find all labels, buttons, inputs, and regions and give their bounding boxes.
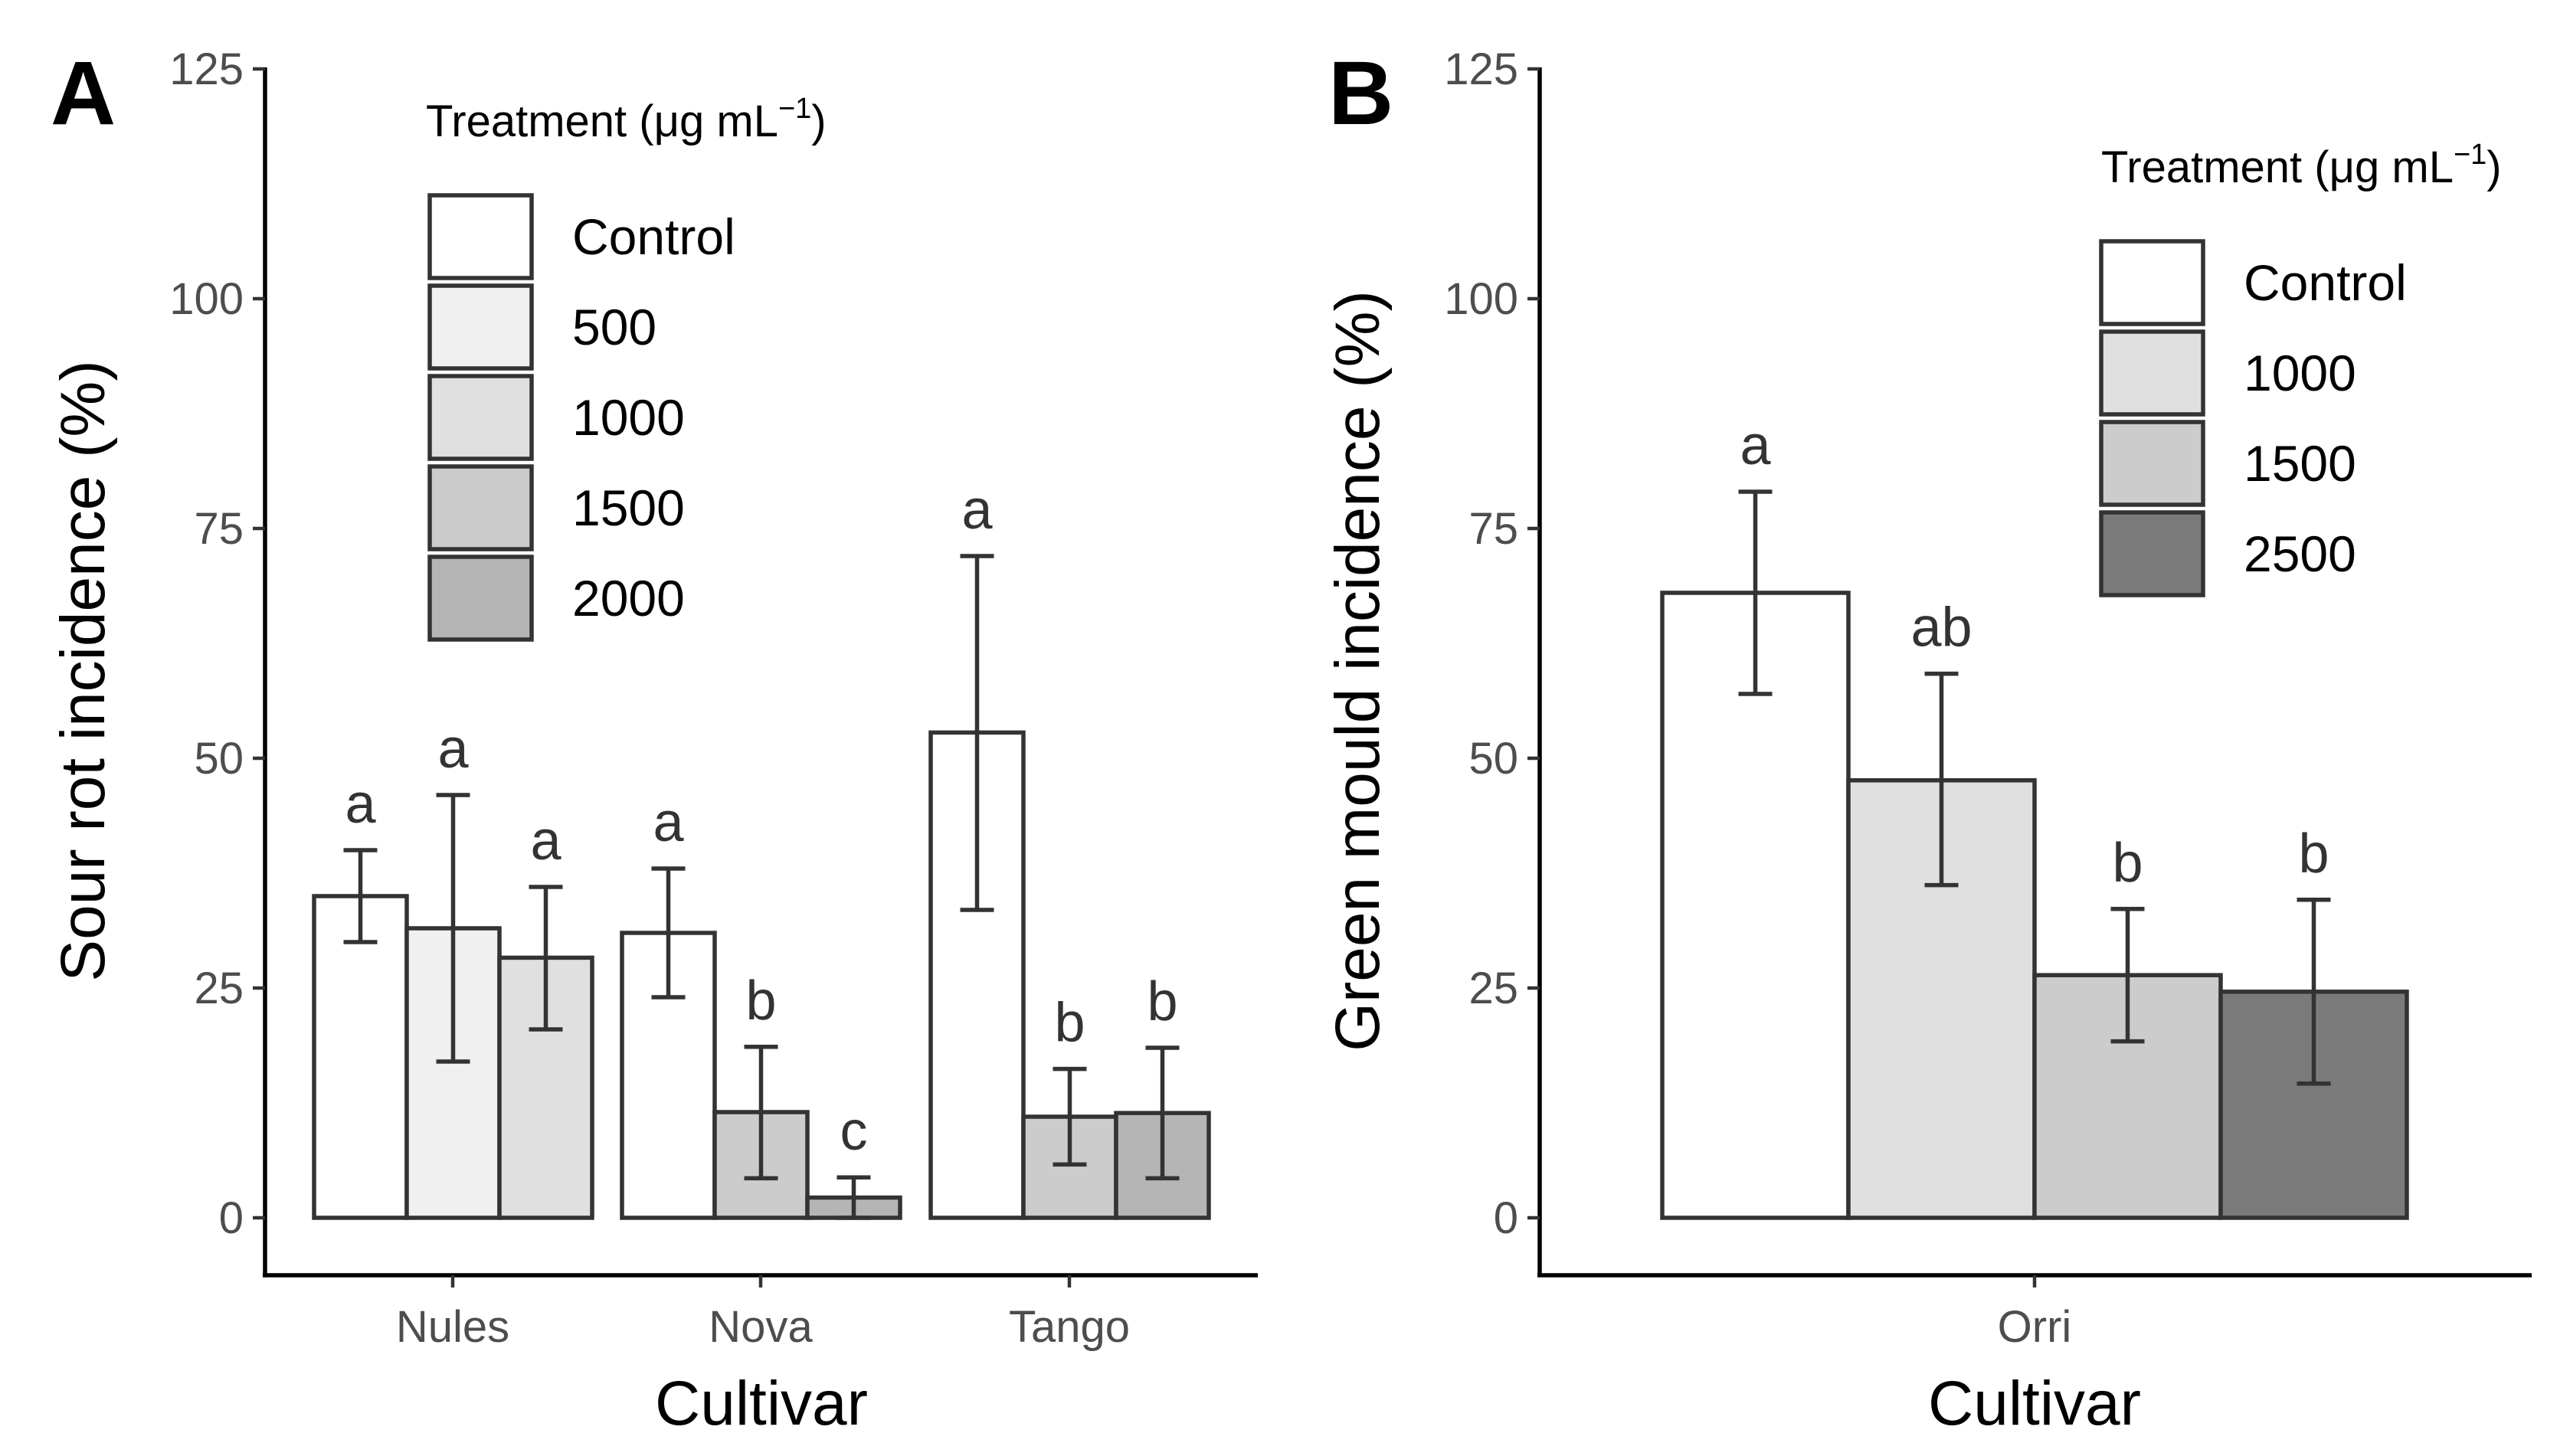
legend-key bbox=[2099, 239, 2205, 326]
significance-letter: b bbox=[745, 970, 776, 1032]
y-tick-label: 100 bbox=[169, 274, 244, 324]
significance-letter: a bbox=[961, 479, 993, 541]
significance-letter: a bbox=[1740, 415, 1771, 476]
legend-title-text: Treatment ( bbox=[2101, 142, 2329, 192]
legend-key bbox=[427, 193, 534, 280]
y-tick-label: 25 bbox=[1468, 964, 1518, 1013]
significance-letter: ab bbox=[1910, 597, 1972, 659]
legend-key bbox=[427, 374, 534, 461]
panel-b-bars: a ab b b bbox=[1660, 415, 2409, 1220]
error-bar bbox=[343, 848, 378, 944]
legend-label: 2500 bbox=[2244, 525, 2356, 582]
legend-label: Control bbox=[2244, 254, 2407, 311]
bar bbox=[312, 894, 409, 1220]
significance-letter: a bbox=[345, 774, 376, 835]
significance-letter: a bbox=[530, 810, 561, 872]
y-tick-label: 125 bbox=[169, 44, 244, 94]
y-tick-label: 50 bbox=[1468, 734, 1518, 784]
legend-label: 1000 bbox=[572, 389, 685, 446]
significance-letter: a bbox=[653, 792, 684, 853]
y-tick-label: 50 bbox=[194, 734, 244, 784]
x-tick-label: Nules bbox=[396, 1302, 509, 1352]
legend-key bbox=[2099, 420, 2205, 507]
significance-letter: b bbox=[2298, 823, 2329, 885]
panel-a-x-ticks: Nules Nova Tango bbox=[396, 1275, 1130, 1352]
legend-key bbox=[427, 555, 534, 642]
significance-letter: b bbox=[1147, 971, 1177, 1032]
legend-label: 1000 bbox=[2244, 345, 2356, 401]
error-bar bbox=[436, 793, 470, 1064]
legend-label: 500 bbox=[572, 299, 656, 355]
panel-b-legend-items: Control 1000 1500 2500 bbox=[2099, 239, 2407, 597]
significance-letter: b bbox=[2112, 833, 2143, 894]
panel-a-y-ticks: 0 25 50 75 100 125 bbox=[169, 44, 265, 1243]
legend-title-text: Treatment ( bbox=[426, 97, 654, 146]
legend-title-unit: g mL bbox=[679, 97, 778, 146]
panel-b: B 0 25 50 75 100 125 a ab b b Orri Cultivar Gree… bbox=[1323, 43, 2532, 1438]
legend-title-close: ) bbox=[2487, 142, 2501, 192]
panel-a-legend: Treatment (μg mL−1) Control 500 1000 1500 20… bbox=[426, 93, 827, 642]
y-tick-label: 0 bbox=[219, 1193, 244, 1243]
y-tick-label: 0 bbox=[1494, 1193, 1518, 1243]
panel-a-y-axis-title: Sour rot incidence (%) bbox=[48, 360, 118, 981]
panel-b-x-ticks: Orri bbox=[1998, 1275, 2072, 1352]
panel-b-y-axis-title: Green mould incidence (%) bbox=[1323, 290, 1393, 1052]
error-bar bbox=[2110, 907, 2145, 1044]
significance-letter: a bbox=[437, 718, 469, 780]
panel-b-y-ticks: 0 25 50 75 100 125 bbox=[1444, 44, 1540, 1243]
legend-key bbox=[427, 464, 534, 551]
panel-b-legend: Treatment (μg mL−1) Control 1000 1500 2500 bbox=[2099, 139, 2502, 597]
y-tick-label: 125 bbox=[1444, 44, 1518, 94]
panel-b-letter: B bbox=[1328, 43, 1393, 144]
y-tick-label: 75 bbox=[1468, 504, 1518, 554]
error-bar bbox=[1924, 671, 1959, 888]
legend-key bbox=[2099, 510, 2205, 597]
legend-key bbox=[427, 283, 534, 371]
panel-b-x-axis-title: Cultivar bbox=[1928, 1369, 2141, 1438]
panel-a-x-axis-title: Cultivar bbox=[655, 1369, 868, 1438]
legend-title-mu: μ bbox=[654, 97, 679, 146]
legend-label: Control bbox=[572, 208, 735, 265]
x-tick-label: Nova bbox=[709, 1302, 813, 1352]
legend-label: 2000 bbox=[572, 570, 685, 627]
panel-a-letter: A bbox=[51, 43, 116, 144]
error-bar bbox=[960, 554, 994, 912]
legend-label: 1500 bbox=[2244, 435, 2356, 492]
panel-b-legend-title: Treatment (μg mL−1) bbox=[2101, 139, 2502, 192]
y-tick-label: 25 bbox=[194, 964, 244, 1013]
bar bbox=[1660, 591, 1851, 1220]
error-bar bbox=[529, 885, 563, 1032]
y-tick-label: 100 bbox=[1444, 274, 1518, 324]
x-tick-label: Tango bbox=[1009, 1302, 1130, 1352]
error-bar bbox=[1738, 489, 1773, 696]
panel-a-legend-title: Treatment (μg mL−1) bbox=[426, 93, 827, 146]
error-bar bbox=[836, 1175, 871, 1220]
error-bar bbox=[651, 866, 686, 1000]
significance-letter: b bbox=[1054, 993, 1085, 1054]
error-bar bbox=[2297, 898, 2331, 1086]
error-bar bbox=[1053, 1066, 1087, 1167]
legend-key bbox=[2099, 329, 2205, 417]
significance-letter: c bbox=[840, 1101, 868, 1162]
legend-title-mu: μ bbox=[2329, 142, 2355, 192]
panel-a-legend-items: Control 500 1000 1500 2000 bbox=[427, 193, 735, 642]
x-tick-label: Orri bbox=[1998, 1302, 2072, 1352]
legend-title-unit: g mL bbox=[2355, 142, 2454, 192]
error-bar bbox=[744, 1045, 778, 1181]
legend-title-superscript: −1 bbox=[778, 93, 811, 125]
legend-label: 1500 bbox=[572, 479, 685, 536]
y-tick-label: 75 bbox=[194, 504, 244, 554]
legend-title-close: ) bbox=[811, 97, 826, 146]
legend-title-superscript: −1 bbox=[2454, 139, 2487, 171]
error-bar bbox=[1145, 1045, 1180, 1181]
